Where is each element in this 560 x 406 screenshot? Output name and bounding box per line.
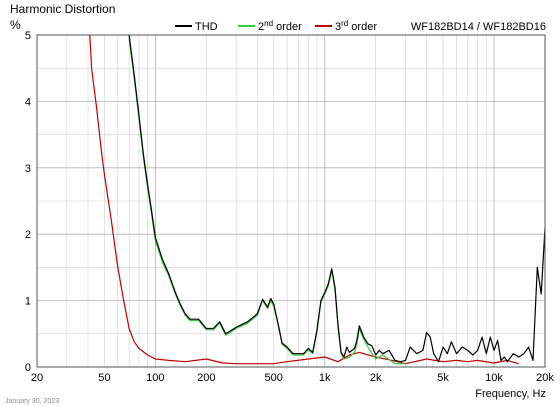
y-tick-label: 0 [25, 362, 31, 374]
chart-title: Harmonic Distortion [10, 2, 115, 16]
y-tick-label: 5 [25, 30, 31, 42]
y-axis-label: % [10, 18, 21, 32]
x-tick-label: 500 [265, 372, 283, 384]
plot-frame [36, 34, 546, 368]
x-tick-label: 50 [98, 372, 110, 384]
legend-label-thd: THD [195, 21, 218, 33]
x-tick-label: 5k [437, 372, 449, 384]
legend: THD 2nd order 3rd order WF182BD14 / WF18… [175, 19, 546, 33]
x-tick-label: 2k [370, 372, 382, 384]
legend-label-3rd-order: 3rd order [335, 19, 377, 33]
y-tick-labels: 0 1 2 3 4 5 [25, 30, 31, 374]
y-tick-label: 1 [25, 296, 31, 308]
x-tick-label: 20 [31, 372, 43, 384]
x-tick-label: 100 [146, 372, 164, 384]
series-line-3rd-order [89, 35, 519, 365]
y-tick-label: 2 [25, 229, 31, 241]
date-label: January 30, 2023 [5, 398, 59, 405]
x-tick-label: 200 [197, 372, 215, 384]
series-line-thd [128, 35, 545, 363]
x-axis-label: Frequency, Hz [475, 388, 546, 400]
x-tick-labels: 20 50 100 200 500 1k 2k 5k 10k 20k [31, 372, 554, 384]
x-tick-label: 1k [319, 372, 331, 384]
plot-area [89, 35, 545, 365]
x-tick-label: 20k [536, 372, 554, 384]
y-tick-label: 3 [25, 163, 31, 175]
x-tick-label: 10k [485, 372, 503, 384]
model-label: WF182BD14 / WF182BD16 [411, 21, 546, 33]
legend-label-2nd-order: 2nd order [258, 19, 302, 33]
y-tick-label: 4 [25, 96, 31, 108]
